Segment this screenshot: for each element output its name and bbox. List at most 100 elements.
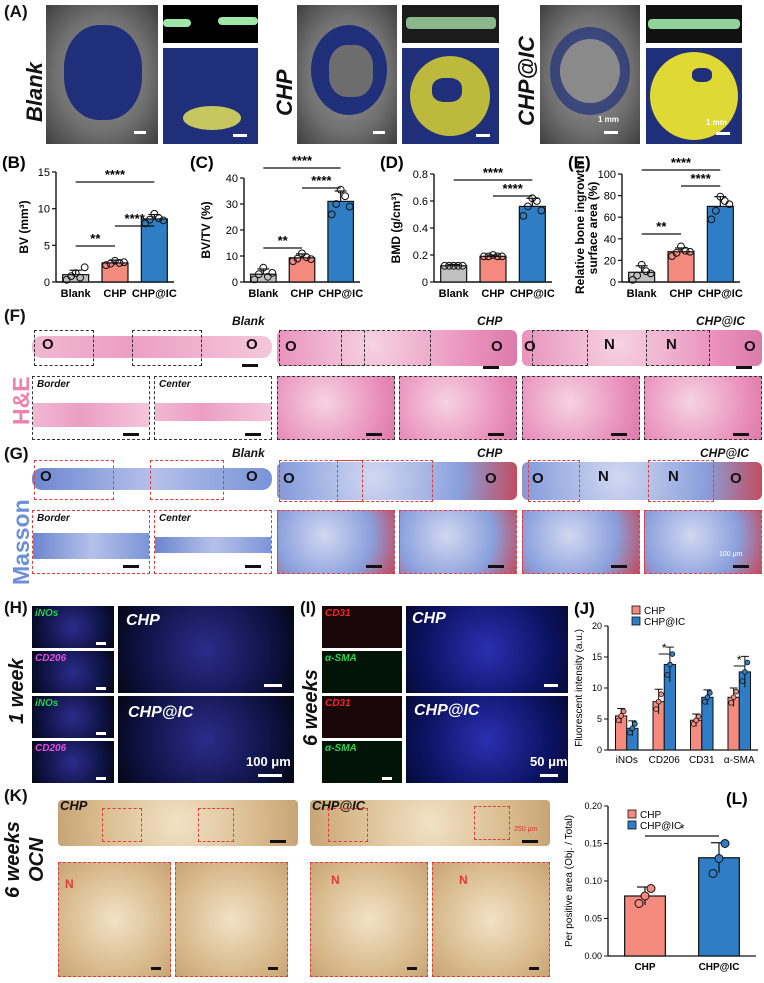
data-point	[102, 261, 110, 270]
data-point	[669, 651, 676, 657]
x-tick-label: CHP	[290, 288, 313, 300]
data-point	[298, 249, 306, 258]
data-point	[489, 251, 497, 259]
y-tick-label: 0.2	[413, 250, 428, 262]
scale-text: 1 mm	[598, 115, 619, 124]
fluor-inos-chp: iNOs	[32, 606, 114, 648]
bar	[327, 200, 355, 283]
data-point	[707, 690, 713, 696]
sig-label: ****	[503, 181, 524, 196]
data-point	[150, 209, 159, 218]
data-point	[293, 254, 302, 263]
sig-label: ****	[311, 173, 332, 188]
group-label-chp: CHP	[272, 69, 297, 116]
marker-n: N	[331, 873, 340, 887]
ihc-zoom-chpic-2: N	[432, 862, 550, 977]
data-point	[327, 210, 336, 219]
data-point	[254, 270, 263, 279]
y-tick-label: 15	[592, 652, 602, 662]
sub-label-center: Center	[159, 379, 191, 390]
ihc-zoom-chp-1: N	[58, 862, 171, 977]
data-point	[711, 206, 720, 215]
data-point	[445, 261, 454, 270]
scale-text: 1 mm	[706, 118, 727, 127]
y-tick-label: 30	[226, 199, 238, 211]
y-tick-label: 0.8	[413, 169, 428, 181]
side-label-masson: Masson	[8, 499, 34, 585]
y-axis-label: surface area (%)	[586, 182, 600, 275]
ihc-overview-chpic: CHP@IC 250 μm	[310, 800, 550, 846]
sig-label: ****	[483, 165, 504, 180]
masson-overview-blank: O O	[32, 458, 272, 504]
marker-n: N	[604, 336, 615, 353]
masson-title-chp: CHP	[477, 446, 503, 460]
data-point	[708, 869, 718, 878]
ct-image-chp	[297, 5, 397, 144]
side-label-1week: 1 week	[6, 658, 28, 724]
y-axis-label: Per positive area (Obj. / Total)	[564, 815, 575, 947]
masson-zoom-chpic-1	[522, 510, 640, 574]
y-tick-label: 0.20	[584, 801, 602, 811]
data-point	[677, 242, 685, 251]
data-point	[658, 691, 664, 697]
y-tick-label: 0	[610, 277, 616, 289]
data-point	[159, 216, 168, 225]
panel-label: (D)	[380, 153, 404, 172]
y-tick-label: 0	[44, 277, 50, 289]
legend-swatch	[627, 809, 637, 819]
marker-o: O	[246, 336, 258, 353]
panel-label: (L)	[726, 789, 748, 808]
sub-label-border: Border	[37, 379, 70, 390]
data-point	[646, 884, 656, 893]
data-point	[76, 273, 85, 282]
x-tick-label: CD206	[649, 755, 681, 766]
ct-side-chp	[402, 5, 499, 43]
marker-o: O	[285, 338, 297, 355]
panel-label-h: (H)	[4, 598, 28, 617]
chart-l: (L) 0.00 0.05 0.10 0.15 0.20 Per positive area…	[564, 789, 756, 973]
masson-title-chpic: CHP@IC	[700, 446, 750, 460]
data-point	[111, 256, 119, 265]
side-label-k-6weeks: 6 weeks	[2, 821, 24, 898]
sig-label: ****	[671, 155, 692, 170]
data-point	[742, 669, 748, 675]
data-point	[250, 275, 259, 284]
data-point	[702, 698, 708, 705]
he-title-chp: CHP	[477, 314, 503, 328]
x-tick-label: CHP@IC	[698, 288, 743, 300]
bar	[667, 251, 695, 283]
fluor-asma-chpic: α-SMA	[322, 741, 402, 783]
data-point	[145, 215, 154, 224]
he-zoom-chpic-1	[522, 376, 640, 440]
fluor-merged-chpic: CHP@IC 100 μm	[118, 696, 294, 783]
ct-top-chp	[402, 48, 499, 144]
he-title-chpic: CHP@IC	[696, 314, 746, 328]
data-point	[302, 253, 311, 262]
y-tick-label: 80	[604, 191, 616, 203]
x-tick-label: iNOs	[616, 755, 638, 766]
data-point	[440, 261, 449, 270]
masson-zoom-chp-2	[399, 510, 517, 574]
x-tick-label: Blank	[248, 288, 279, 300]
data-point	[618, 713, 624, 719]
side-label-6weeks: 6 weeks	[300, 669, 322, 746]
data-point	[730, 694, 737, 701]
side-label-he: H&E	[8, 376, 34, 425]
he-overview-chp: O O	[277, 328, 517, 370]
he-zoom-chp-2	[399, 376, 517, 440]
fluor-cd206-chpic: CD206	[32, 741, 114, 783]
bar	[249, 273, 277, 283]
scale-text: 100 μm	[719, 551, 743, 558]
masson-overview-chp: O O	[277, 458, 517, 504]
bar	[288, 257, 316, 283]
ihc-overview-chp: CHP	[58, 800, 298, 846]
x-tick-label: CHP@IC	[510, 288, 555, 300]
marker-n: N	[668, 468, 679, 485]
group-label-chpic: CHP@IC	[514, 36, 539, 126]
y-axis-label: BV/TV (%)	[199, 201, 213, 258]
sig-label: **	[656, 219, 667, 234]
data-point	[744, 659, 751, 666]
data-point	[449, 261, 458, 270]
